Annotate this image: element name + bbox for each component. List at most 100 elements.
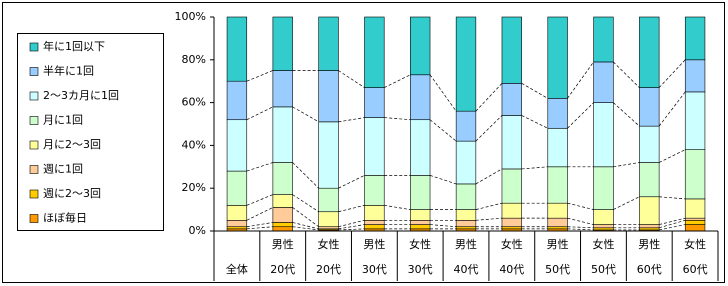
bar-segment	[684, 16, 706, 61]
series-line	[246, 222, 273, 228]
bar-segment	[593, 102, 614, 168]
x-tick-label: 男性	[455, 237, 477, 251]
legend-label: 月に2～3回	[43, 138, 101, 151]
series-line	[292, 226, 319, 231]
bar-segment	[318, 211, 339, 228]
x-tick-label: 20代	[270, 263, 295, 276]
legend-frame	[17, 33, 164, 231]
series-line	[384, 117, 411, 121]
x-tick-label: 男性	[638, 237, 660, 251]
bar-segment	[639, 224, 660, 229]
bar-segment	[272, 207, 293, 223]
legend-swatch	[29, 67, 39, 76]
bar-segment	[501, 226, 522, 230]
bar-segment	[272, 226, 293, 232]
legend-swatch	[29, 140, 39, 150]
x-tick-label: 20代	[316, 263, 341, 276]
series-line	[384, 204, 411, 210]
bar-segment	[593, 227, 614, 231]
bar-segment	[455, 220, 477, 228]
bar-segment	[547, 127, 568, 168]
series-line	[567, 102, 594, 129]
bar-segment	[410, 175, 431, 210]
series-line	[429, 119, 457, 142]
series-line	[658, 91, 686, 127]
bar-segment	[501, 168, 522, 204]
legend-swatch	[29, 189, 39, 199]
x-tick-label: 女性	[318, 237, 340, 251]
series-line	[659, 224, 686, 231]
x-tick-label: 40代	[454, 263, 479, 276]
bar-segment	[410, 119, 431, 176]
bar-segment	[226, 220, 248, 228]
series-line	[475, 115, 503, 142]
bar-segment	[684, 91, 706, 150]
series-line	[658, 59, 686, 88]
bar-segment	[318, 187, 339, 213]
series-line	[567, 202, 594, 210]
series-line	[659, 196, 686, 200]
series-line	[567, 61, 594, 99]
bar-segment	[226, 170, 248, 206]
legend-label: 週に2～3回	[43, 187, 101, 200]
bar-segment	[547, 217, 568, 228]
bar-segment	[455, 140, 477, 185]
bar-segment	[272, 222, 293, 228]
bar-segment	[455, 110, 477, 142]
bar-segment	[226, 119, 248, 172]
bar-segment	[410, 209, 431, 221]
series-line	[567, 217, 594, 225]
y-tick-label: 80%	[182, 53, 206, 66]
x-tick-label: 男性	[363, 237, 385, 251]
legend-swatch	[29, 214, 39, 223]
y-tick-label: 60%	[182, 96, 206, 109]
series-line	[292, 194, 319, 213]
x-tick-label: 40代	[499, 263, 524, 276]
bar-segment	[501, 202, 522, 219]
legend-label: 月に1回	[43, 114, 83, 127]
series-line	[246, 162, 273, 172]
series-line	[659, 217, 686, 225]
legend-label: 半年に1回	[43, 64, 94, 78]
x-tick-label: 女性	[501, 237, 523, 251]
bar-segment	[364, 87, 385, 118]
bar-segment	[455, 209, 477, 221]
legend-label: ほぼ毎日	[43, 212, 87, 225]
series-line	[338, 204, 365, 213]
x-tick-label: 女性	[684, 237, 706, 251]
series-line	[521, 83, 548, 99]
bar-segment	[639, 162, 660, 198]
bar-segment	[364, 205, 385, 221]
series-line	[338, 228, 365, 231]
x-tick-label: 60代	[683, 263, 708, 276]
series-line	[292, 162, 319, 189]
bar-segment	[684, 224, 706, 232]
y-tick-label: 20%	[182, 181, 206, 194]
series-line	[429, 175, 457, 185]
bar-segment	[410, 220, 431, 225]
x-tick-label: 全体	[226, 262, 248, 276]
series-line	[613, 102, 640, 127]
series-line	[567, 228, 594, 231]
bar-segment	[593, 16, 614, 63]
series-line	[429, 74, 457, 112]
bar-segment	[318, 226, 339, 230]
bar-segment	[272, 16, 293, 71]
bar-segment	[364, 175, 385, 206]
bar-segment	[593, 166, 614, 210]
series-line	[521, 166, 548, 170]
legend-label: 週に1回	[43, 163, 83, 176]
bar-segment	[226, 226, 248, 230]
bar-segment	[410, 224, 431, 230]
bar-segment	[455, 16, 477, 112]
bar-segment	[639, 87, 660, 127]
bar-segment	[410, 16, 431, 76]
x-tick-label: 50代	[591, 263, 616, 276]
series-line	[567, 226, 594, 229]
bar-segment	[410, 74, 431, 121]
legend-swatch	[29, 42, 39, 52]
y-tick-label: 100%	[175, 10, 206, 23]
x-tick-label: 女性	[409, 237, 431, 251]
x-tick-label: 男性	[547, 237, 569, 251]
series-line	[613, 61, 640, 88]
